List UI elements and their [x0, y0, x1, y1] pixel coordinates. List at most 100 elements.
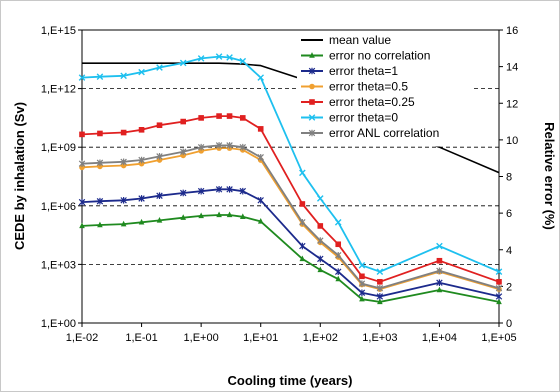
series-error-theta-0-25 [79, 113, 502, 285]
data-point [78, 160, 86, 167]
legend-item: error theta=0 [301, 111, 398, 125]
data-point [216, 113, 222, 119]
data-point [156, 153, 163, 160]
series-line [81, 55, 500, 273]
right-y-tick-label: 10 [506, 135, 518, 147]
legend-label: error theta=0.5 [329, 80, 408, 94]
data-point [299, 242, 306, 250]
data-point [436, 242, 443, 250]
data-point [216, 211, 222, 218]
x-tick-label: 1,E+00 [184, 332, 219, 344]
data-point [215, 142, 223, 149]
data-point [120, 197, 127, 204]
data-point [197, 187, 205, 195]
data-point [436, 257, 443, 264]
left-y-tick-label: 1,E+15 [41, 25, 76, 37]
data-point [376, 284, 384, 292]
series-error-theta-0 [78, 53, 503, 276]
data-point [179, 148, 187, 156]
data-point [156, 157, 163, 163]
data-point [257, 74, 265, 81]
data-point [226, 54, 233, 61]
data-point [180, 118, 187, 125]
data-point [317, 237, 324, 244]
data-point [496, 278, 502, 285]
legend-marker [309, 52, 315, 58]
data-point [79, 131, 85, 138]
left-y-tick-label: 1,E+09 [41, 142, 76, 154]
data-point [359, 273, 365, 280]
tick-marks [78, 29, 503, 327]
left-y-tick-label: 1,E+12 [41, 84, 76, 96]
legend-item: error no correlation [301, 49, 430, 63]
data-point [335, 241, 342, 248]
x-axis-title: Cooling time (years) [228, 373, 353, 388]
data-point [239, 213, 246, 219]
data-point [226, 186, 233, 193]
data-point [78, 74, 86, 81]
data-point [120, 129, 127, 136]
data-point [358, 289, 366, 297]
data-point [197, 55, 205, 62]
data-point [335, 275, 342, 282]
legend-item: mean value [301, 33, 391, 47]
data-point [334, 268, 342, 276]
x-tick-label: 1,E+02 [303, 332, 338, 344]
x-tick-label: 1,E+05 [481, 332, 516, 344]
x-tick-label: 1,E+01 [243, 332, 278, 344]
data-point [180, 214, 187, 220]
data-point [436, 267, 443, 275]
legend-marker [308, 67, 316, 75]
data-point [96, 197, 104, 205]
legend-label: error theta=0 [329, 111, 398, 125]
data-point [198, 212, 204, 219]
left-y-tick-label: 1,E+03 [41, 259, 76, 271]
series-line [81, 214, 500, 303]
data-point [96, 159, 104, 167]
data-point [299, 169, 306, 177]
data-point [138, 160, 145, 167]
data-point [97, 163, 103, 170]
data-point [120, 162, 127, 169]
data-point [138, 195, 145, 202]
data-point [376, 268, 384, 276]
data-point [359, 295, 365, 302]
series-error-no-correlation [79, 211, 502, 305]
data-point [317, 255, 324, 263]
data-point [436, 279, 443, 287]
data-point [377, 298, 383, 305]
data-point [120, 158, 127, 166]
data-point [358, 280, 366, 287]
data-point [226, 142, 233, 149]
data-point [215, 53, 223, 60]
legend-label: error theta=0.25 [329, 95, 415, 109]
data-point [97, 130, 103, 137]
data-point [97, 221, 103, 228]
data-point [215, 186, 223, 193]
data-point [96, 73, 104, 80]
series-line [81, 115, 500, 283]
data-point [138, 156, 145, 164]
data-point [317, 266, 324, 273]
data-point [257, 197, 264, 204]
data-point [495, 293, 503, 300]
data-point [226, 113, 233, 119]
data-point [299, 255, 306, 262]
data-point [334, 251, 342, 259]
series-line [81, 188, 500, 298]
legend-marker [308, 129, 316, 137]
data-point [376, 293, 384, 300]
x-tick-label: 1,E+04 [422, 332, 457, 344]
right-y-tick-label: 4 [506, 245, 512, 257]
legend-marker [308, 114, 316, 121]
right-y-tick-label: 14 [506, 62, 518, 74]
legend-label: error no correlation [329, 49, 430, 63]
legend-item: error theta=0.5 [301, 80, 408, 94]
left-y-tick-label: 1,E+00 [41, 318, 76, 330]
right-y-tick-label: 16 [506, 25, 518, 37]
right-y-tick-label: 0 [506, 318, 512, 330]
series-line [81, 144, 500, 290]
legend-marker [309, 99, 315, 105]
tick-labels: 1,E+00 1,E+03 1,E+06 1,E+09 1,E+12 1,E+15 0 2 4 6… [41, 25, 518, 344]
